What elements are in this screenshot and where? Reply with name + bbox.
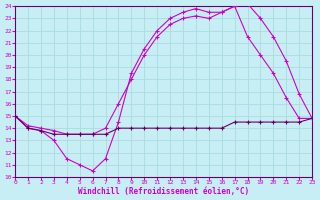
- X-axis label: Windchill (Refroidissement éolien,°C): Windchill (Refroidissement éolien,°C): [78, 187, 249, 196]
